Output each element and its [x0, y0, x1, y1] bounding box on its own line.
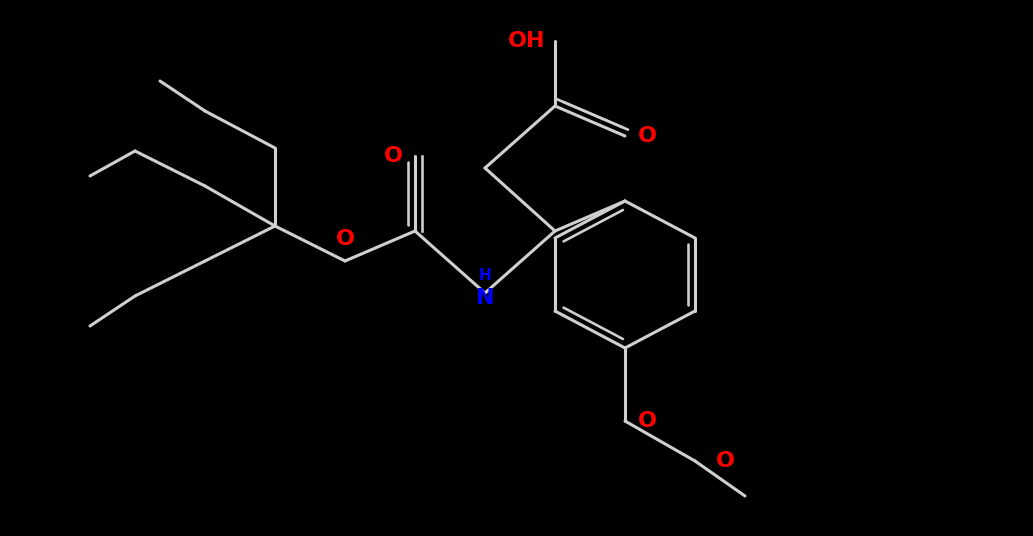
Text: O: O	[383, 146, 403, 166]
Text: O: O	[637, 126, 657, 146]
Text: O: O	[637, 411, 657, 431]
Text: O: O	[336, 229, 354, 249]
Text: OH: OH	[508, 31, 545, 51]
Text: N: N	[476, 288, 494, 308]
Text: O: O	[716, 451, 734, 471]
Text: H: H	[478, 267, 492, 282]
